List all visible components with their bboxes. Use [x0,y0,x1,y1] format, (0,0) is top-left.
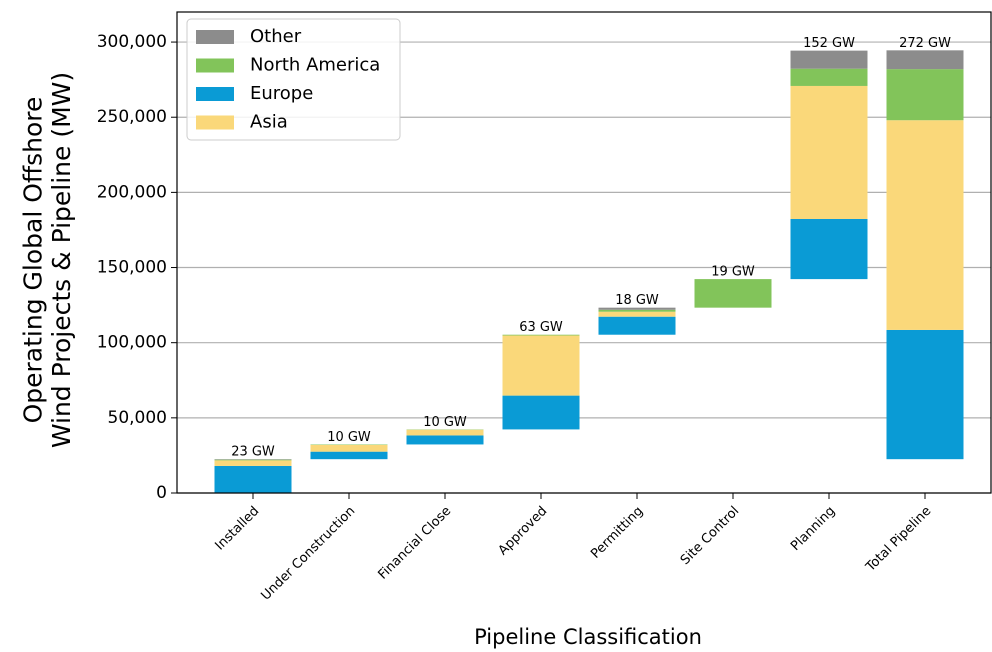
x-tick-label: Installed [213,504,263,554]
plot-frame [176,11,992,494]
value-label: 23 GW [231,445,275,460]
legend-box [186,18,401,141]
legend-label: North America [250,55,380,76]
bar-segment [598,311,676,317]
bar-segment [790,50,868,69]
legend-label: Europe [250,83,313,104]
legend-swatch [196,87,234,101]
value-label: 19 GW [711,265,755,280]
value-label: 63 GW [519,320,563,335]
bar-segment [214,459,292,461]
bar-segment [214,465,292,493]
y-tick-label: 0 [156,483,167,503]
x-tick-label: Site Control [678,504,742,568]
y-tick-label: 50,000 [108,408,167,428]
bar-segment [598,316,676,335]
y-tick-label: 300,000 [97,32,167,52]
x-tick-label: Financial Close [375,504,454,583]
bar-segment [886,50,964,70]
bar-segment [790,68,868,86]
bar-segment [406,429,484,436]
value-label: 10 GW [327,430,371,445]
bar-segment [790,85,868,219]
y-tick-label: 200,000 [97,182,167,202]
bar-segment [502,335,580,396]
legend-swatch [196,115,234,130]
bar-segment [886,120,964,330]
y-tick-label: 100,000 [97,333,167,353]
y-tick-label: 250,000 [97,107,167,127]
legend-swatch [196,30,234,44]
bar-segment [310,451,388,460]
bar-segment [310,444,388,452]
x-tick-label: Approved [496,504,551,559]
x-tick-label: Planning [788,504,838,554]
bar-segment [598,309,676,312]
bar-segment [406,435,484,445]
bar-segment [790,218,868,280]
x-axis-label: Pipeline Classification [474,625,702,649]
bar-segment [886,329,964,460]
x-tick-label: Permitting [588,504,646,562]
value-label: 152 GW [803,36,855,51]
y-axis-label: Operating Global OffshoreWind Projects &… [18,72,76,448]
bar-segment [214,460,292,466]
x-tick-label: Under Construction [258,504,358,604]
value-label: 18 GW [615,293,659,308]
legend-swatch [196,58,234,73]
bar-segment [694,279,772,308]
value-label: 272 GW [899,36,951,51]
y-tick-label: 150,000 [97,258,167,278]
legend-label: Asia [250,112,288,133]
bar-segment [502,334,580,336]
bar-segment [598,307,676,310]
bar-segment [502,395,580,430]
legend-label: Other [250,26,302,47]
bar-segment [886,69,964,121]
value-label: 10 GW [423,415,467,430]
x-tick-label: Total Pipeline [863,504,935,576]
